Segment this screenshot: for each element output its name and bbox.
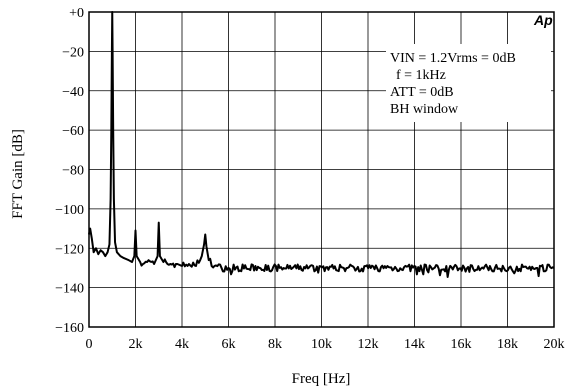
y-tick-label: +0 [69, 6, 84, 21]
y-tick-label: −60 [62, 124, 84, 139]
fft-trace-line [88, 11, 555, 278]
x-tick-label: 6k [222, 337, 236, 352]
x-tick-label: 10k [311, 337, 332, 352]
x-tick-label: 16k [451, 337, 472, 352]
annotation-att: ATT = 0dB [390, 85, 454, 100]
plot-frame [88, 11, 555, 328]
ap-logo: Ap [533, 12, 553, 28]
annotation-box [386, 44, 551, 122]
x-tick-label: 0 [86, 337, 93, 352]
x-tick-label: 2k [129, 337, 143, 352]
y-tick-label: −120 [55, 242, 84, 257]
annotation-vin: VIN = 1.2Vrms = 0dB [390, 51, 516, 66]
y-tick-label: −100 [55, 203, 84, 218]
x-tick-label: 12k [358, 337, 379, 352]
x-tick-label: 20k [544, 337, 565, 352]
x-tick-label: 4k [175, 337, 189, 352]
x-tick-label: 18k [497, 337, 518, 352]
y-tick-label: −20 [62, 45, 84, 60]
y-tick-labels: +0 −20 −40 −60 −80 −100 −120 −140 −160 [55, 6, 84, 336]
y-tick-label: −40 [62, 85, 84, 100]
y-axis-label: FFT Gain [dB] [10, 129, 26, 219]
y-tick-label: −80 [62, 164, 84, 179]
annotation-freq: f = 1kHz [396, 68, 446, 83]
x-tick-label: 14k [404, 337, 425, 352]
x-axis-label: Freq [Hz] [292, 371, 351, 387]
y-tick-label: −160 [55, 321, 84, 336]
x-tick-labels: 0 2k 4k 6k 8k 10k 12k 14k 16k 18k 20k [86, 337, 565, 352]
y-tick-label: −140 [55, 282, 84, 297]
annotation-window: BH window [390, 102, 459, 117]
x-tick-label: 8k [268, 337, 282, 352]
